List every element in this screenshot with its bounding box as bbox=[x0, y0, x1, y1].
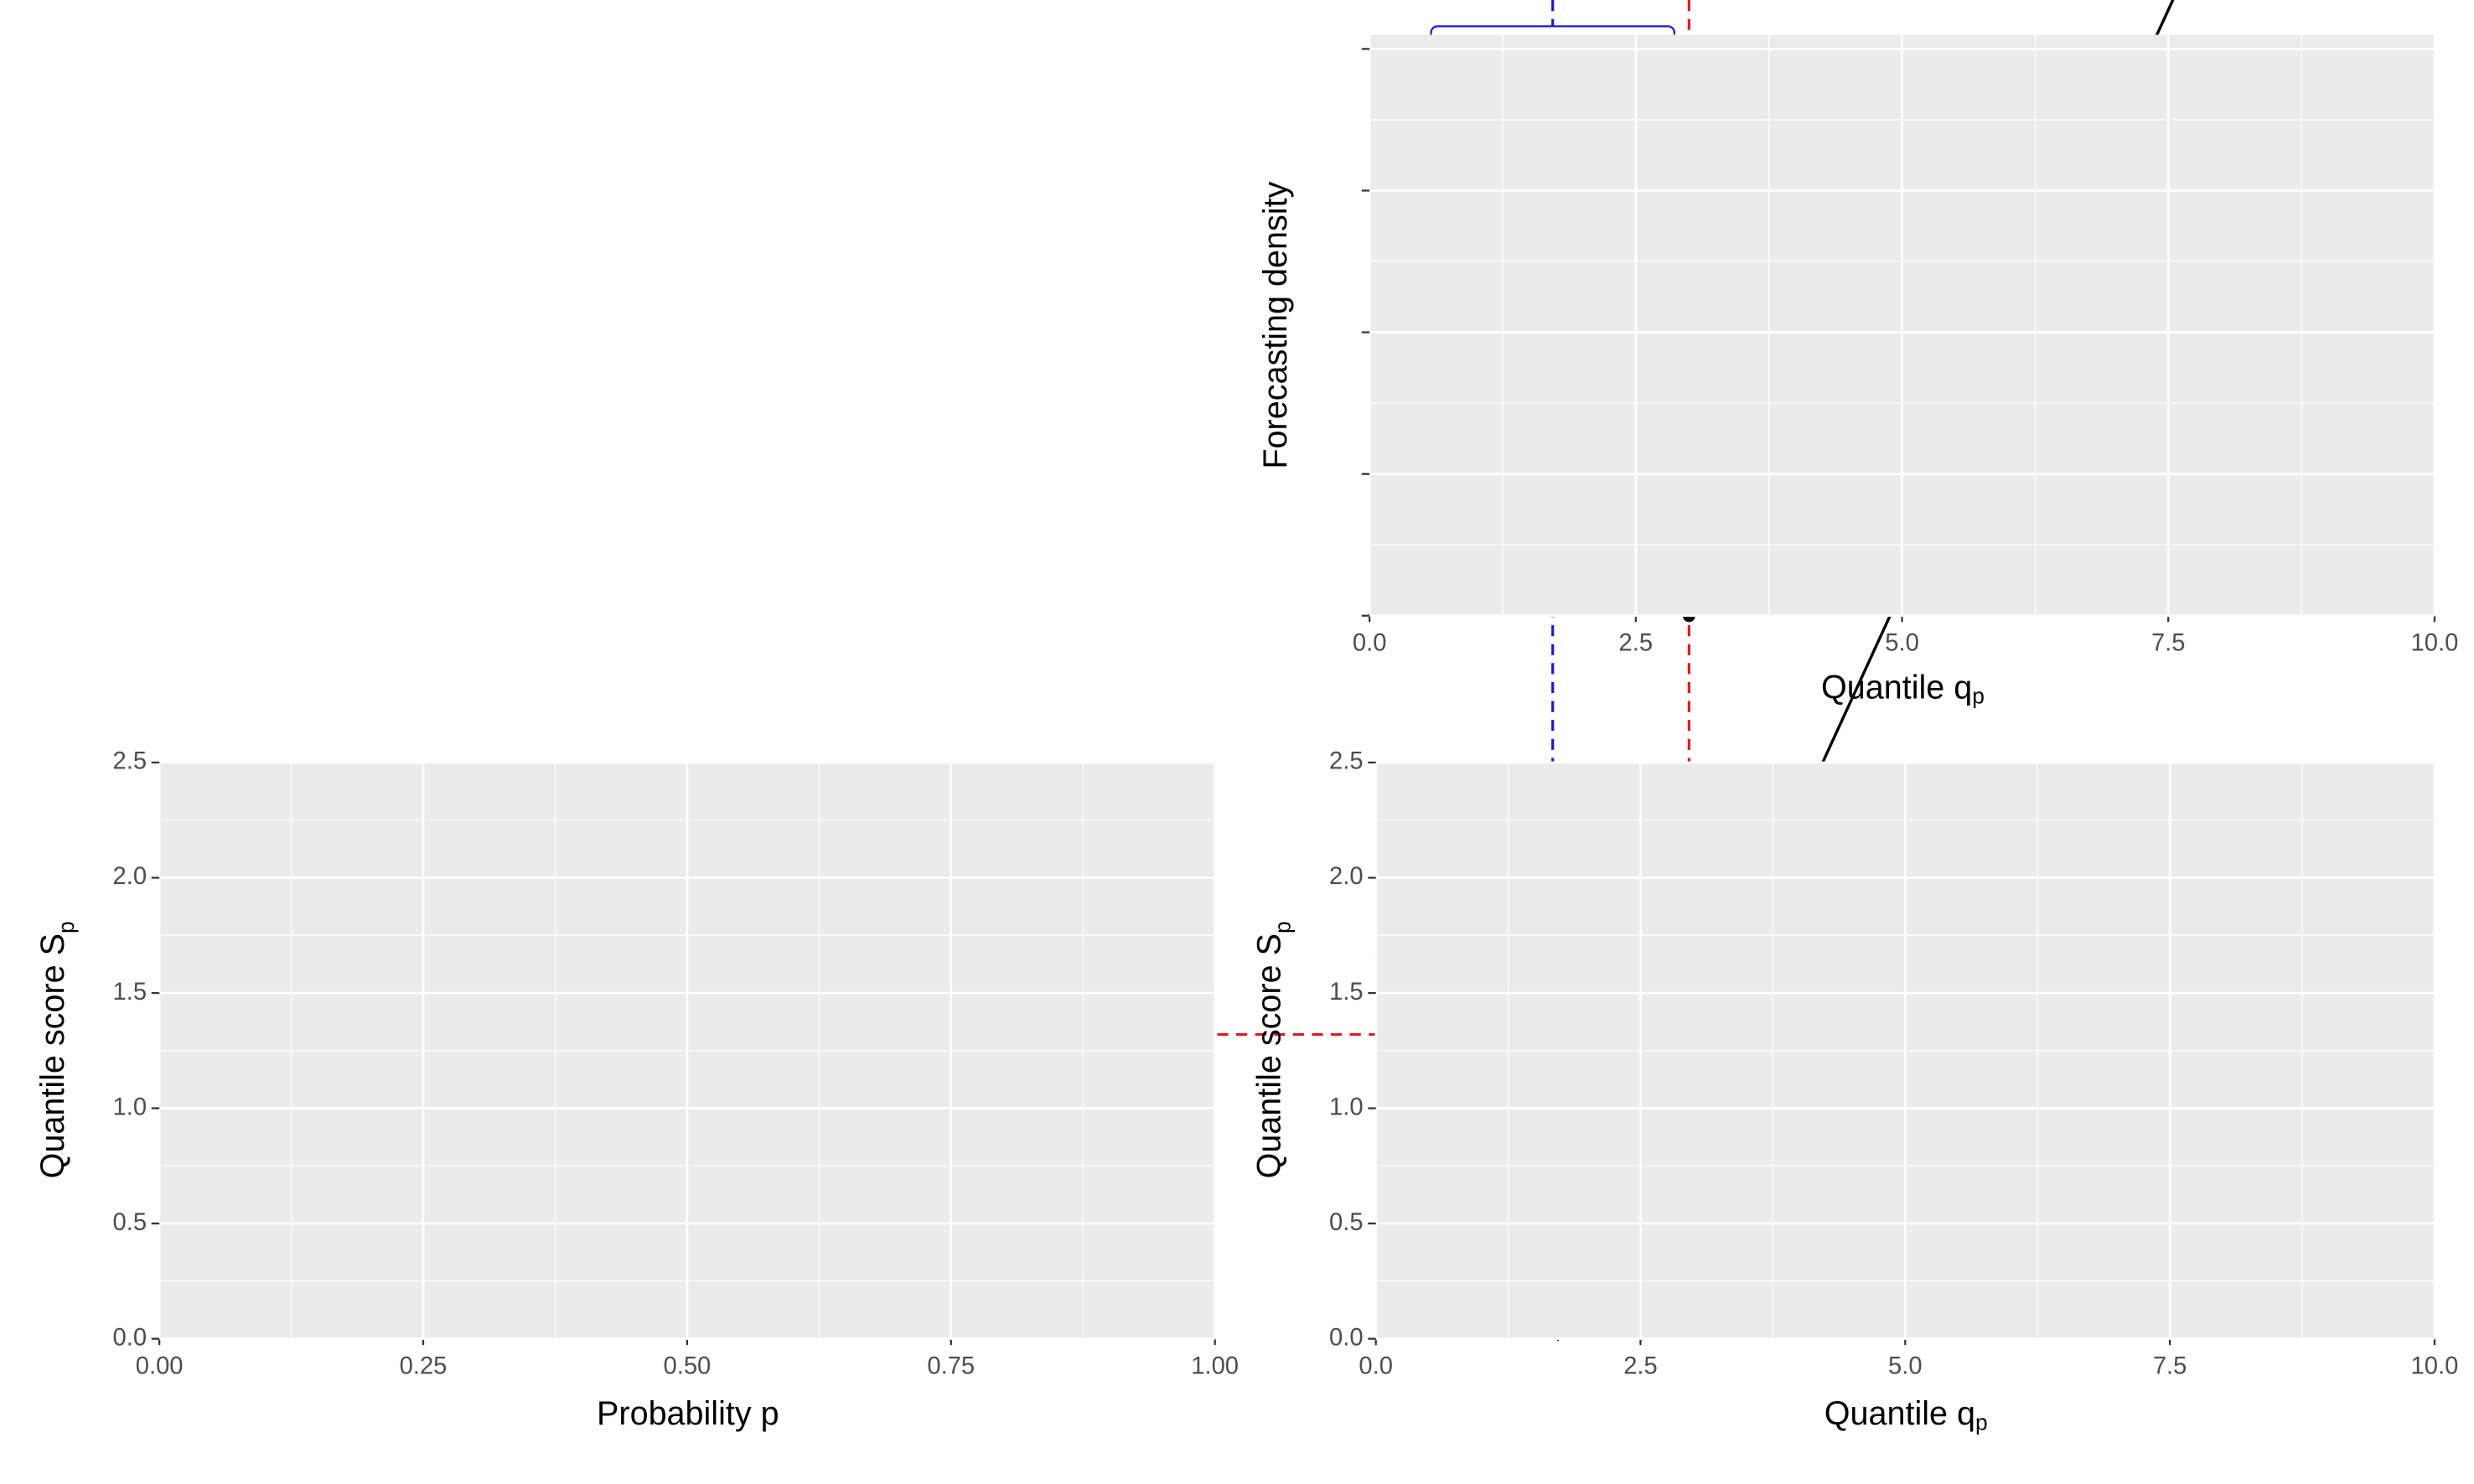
x-tick-label: 10.0 bbox=[2411, 1352, 2459, 1379]
axis-title-subscript: p bbox=[1972, 684, 1985, 709]
y-tick-label: 1.5 bbox=[113, 979, 148, 1006]
y-tick-label: 2.0 bbox=[113, 863, 148, 890]
y-tick-label: 0.0 bbox=[113, 1324, 148, 1351]
y-tick-label: 0.0 bbox=[1329, 1324, 1364, 1351]
axis-title: Quantile score Sp bbox=[1251, 921, 1295, 1178]
panel: 0.00 0.25 0.50 0.75 1.00 0.0 0.5 1.0 1.5 2.0 2.5 bbox=[113, 748, 1240, 1380]
axis-title-text: Quantile q bbox=[1821, 670, 1972, 706]
axis-title: Forecasting density bbox=[1257, 181, 1294, 468]
y-tick-label: 2.5 bbox=[1329, 748, 1364, 775]
x-tick-label: 1.00 bbox=[1191, 1352, 1239, 1379]
y-tick-label: 2.5 bbox=[113, 748, 148, 775]
axis-title-text: Forecasting density bbox=[1257, 181, 1294, 468]
x-tick-label: 2.5 bbox=[1619, 629, 1654, 656]
x-tick-label: 0.0 bbox=[1359, 1352, 1393, 1379]
y-tick-label: 1.0 bbox=[113, 1094, 148, 1120]
x-tick-label: 0.25 bbox=[400, 1352, 448, 1379]
panel: 0.0 2.5 5.0 7.5 10.0 0.0 0.5 1.0 1.5 2.0 2.5 bbox=[1329, 748, 2458, 1380]
y-tick-label: 2.0 bbox=[1329, 863, 1364, 890]
axis-title-text: Quantile score S bbox=[1251, 933, 1288, 1178]
axis-title-text: Quantile q bbox=[1824, 1395, 1975, 1432]
x-tick-label: 7.5 bbox=[2153, 1352, 2187, 1379]
x-tick-label: 5.0 bbox=[1885, 629, 1919, 656]
y-tick-label: 0.5 bbox=[1329, 1209, 1364, 1236]
y-tick-label: 1.0 bbox=[1329, 1094, 1364, 1120]
y-tick-label: 1.5 bbox=[1329, 979, 1364, 1006]
axis-title: Quantile score Sp bbox=[34, 921, 78, 1178]
axis-title: Quantile qp bbox=[1824, 1395, 1988, 1435]
axis-title-text: Quantile score S bbox=[34, 933, 71, 1178]
x-tick-label: 0.0 bbox=[1353, 629, 1387, 656]
x-tick-label: 5.0 bbox=[1888, 1352, 1923, 1379]
x-tick-label: 0.75 bbox=[927, 1352, 975, 1379]
axis-title: Quantile qp bbox=[1821, 670, 1985, 709]
x-tick-label: 0.50 bbox=[663, 1352, 711, 1379]
axis-title: Probability p bbox=[597, 1395, 779, 1432]
panel: 0.0 2.5 5.0 7.5 10.0 bbox=[1353, 34, 2458, 656]
x-tick-label: 10.0 bbox=[2411, 629, 2459, 656]
axis-title-subscript: p bbox=[54, 921, 79, 933]
axis-title-subscript: p bbox=[1975, 1409, 1988, 1435]
y-tick-label: 0.5 bbox=[113, 1209, 148, 1236]
x-tick-label: 0.00 bbox=[136, 1352, 184, 1379]
axis-title-text: Probability p bbox=[597, 1395, 779, 1432]
axis-title-subscript: p bbox=[1270, 921, 1295, 933]
x-tick-label: 2.5 bbox=[1623, 1352, 1658, 1379]
x-tick-label: 7.5 bbox=[2151, 629, 2186, 656]
